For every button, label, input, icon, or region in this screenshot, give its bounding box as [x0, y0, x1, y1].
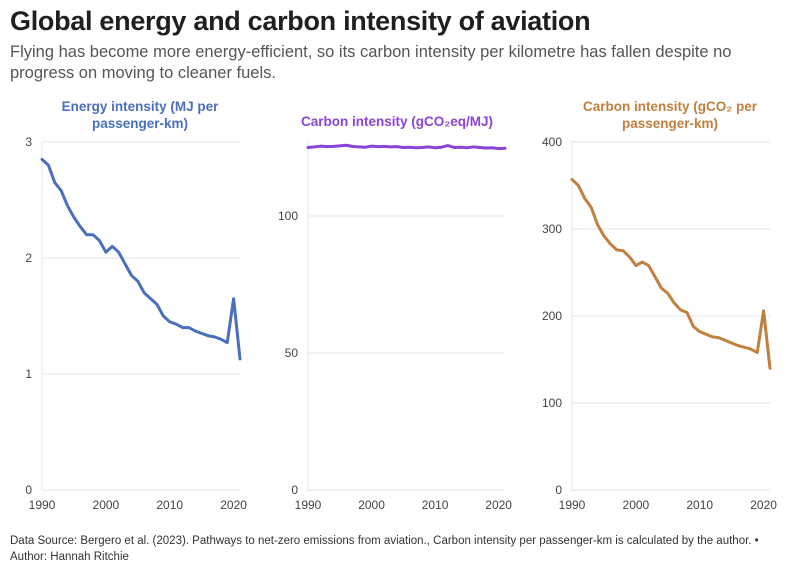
series-line	[40, 157, 242, 361]
y-tick-label: 1	[25, 367, 32, 381]
panel-1: Energy intensity (MJ per passenger-km) 0 1 2…	[25, 99, 247, 512]
x-tick-label: 2000	[93, 498, 120, 512]
panel-2: Carbon intensity (gCO₂eq/MJ) 0 50 100 1990 20…	[278, 114, 512, 512]
chart-title: Global energy and carbon intensity of av…	[10, 6, 591, 36]
panel-title-line: passenger-km)	[622, 116, 718, 131]
x-tick-label: 2000	[623, 498, 650, 512]
panel-title-line: Energy intensity (MJ per	[62, 99, 220, 114]
y-tick-label: 100	[278, 209, 298, 223]
x-tick-label: 1990	[559, 498, 586, 512]
panel-title: Carbon intensity (gCO₂ per passenger-km)	[583, 99, 758, 131]
y-tick-label: 2	[25, 251, 32, 265]
panel-title-line: Carbon intensity (gCO₂ per	[583, 99, 758, 114]
chart-panels: Energy intensity (MJ per passenger-km) 0 1 2…	[25, 99, 777, 512]
y-tick-label: 300	[542, 222, 562, 236]
series-line	[570, 177, 772, 370]
y-tick-label: 100	[542, 396, 562, 410]
y-tick-label: 0	[291, 483, 298, 497]
x-tick-label: 2010	[156, 498, 183, 512]
series-line	[306, 143, 507, 151]
chart-subtitle: Flying has become more energy-efficient,…	[10, 43, 732, 82]
y-tick-label: 200	[542, 309, 562, 323]
panel-title: Carbon intensity (gCO₂eq/MJ)	[301, 114, 493, 129]
y-tick-label: 3	[25, 135, 32, 149]
x-tick-label: 1990	[295, 498, 322, 512]
x-tick-label: 2020	[485, 498, 512, 512]
y-tick-label: 50	[285, 346, 299, 360]
panel-title-line: passenger-km)	[92, 116, 188, 131]
panel-title: Energy intensity (MJ per passenger-km)	[62, 99, 220, 131]
y-tick-label: 0	[25, 483, 32, 497]
x-tick-label: 1990	[29, 498, 56, 512]
x-tick-label: 2010	[422, 498, 449, 512]
x-tick-label: 2020	[750, 498, 777, 512]
data-source-footer: Data Source: Bergero et al. (2023). Path…	[10, 535, 759, 563]
x-tick-label: 2000	[358, 498, 385, 512]
panel-title-line: Carbon intensity (gCO₂eq/MJ)	[301, 114, 493, 129]
panel-3: Carbon intensity (gCO₂ per passenger-km) 0…	[542, 99, 777, 512]
x-tick-label: 2020	[220, 498, 247, 512]
x-tick-label: 2010	[686, 498, 713, 512]
y-tick-label: 400	[542, 135, 562, 149]
y-tick-label: 0	[555, 483, 562, 497]
